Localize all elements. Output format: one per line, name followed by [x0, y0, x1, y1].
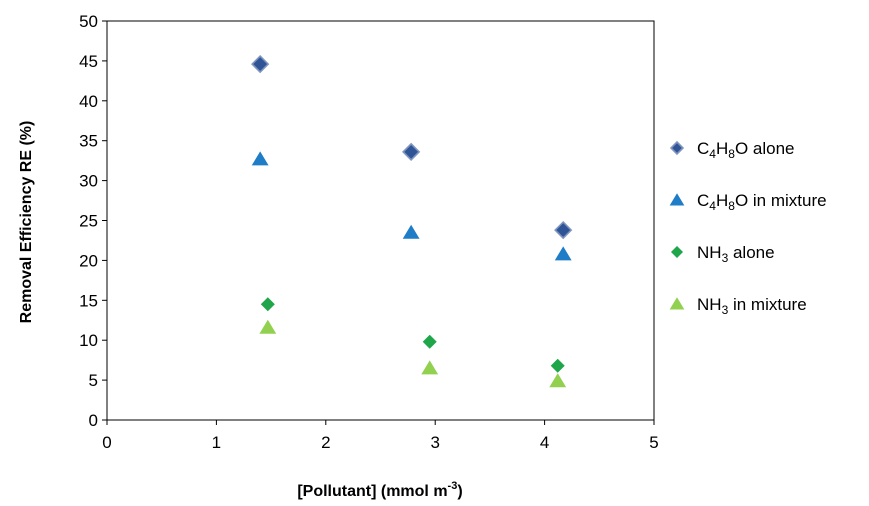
legend-marker	[669, 193, 685, 206]
x-axis-label: [Pollutant] (mmol m-3)	[297, 480, 462, 500]
y-tick-label: 20	[79, 251, 98, 270]
legend-entry-label: NH3 in mixture	[697, 295, 807, 317]
y-axis: 0 5 10 15 20 25 30 35 40 45 50	[79, 12, 107, 430]
y-tick-label: 45	[79, 52, 98, 71]
y-tick-label: 5	[89, 371, 98, 390]
legend-entry-label: C4H8O alone	[697, 139, 794, 161]
y-tick-label: 40	[79, 92, 98, 111]
data-point	[549, 373, 567, 388]
x-tick-label: 0	[102, 433, 111, 452]
y-tick-label: 25	[79, 212, 98, 231]
y-tick-label: 10	[79, 331, 98, 350]
y-tick-label: 30	[79, 172, 98, 191]
x-tick-label: 1	[212, 433, 221, 452]
data-markers	[251, 54, 573, 388]
x-tick-label: 4	[540, 433, 549, 452]
legend-entry-label: NH3 alone	[697, 243, 775, 265]
legend: C4H8O alone C4H8O in mixture NH3 alone NH3 …	[669, 139, 827, 317]
legend-marker	[669, 297, 685, 310]
data-point	[421, 360, 439, 375]
y-tick-label: 0	[89, 411, 98, 430]
data-point	[251, 151, 269, 166]
x-tick-label: 3	[430, 433, 439, 452]
plot-area	[106, 20, 655, 421]
x-axis: 0 1 2 3 4 5	[102, 420, 659, 452]
legend-entry-label: C4H8O in mixture	[697, 191, 827, 213]
y-tick-label: 50	[79, 12, 98, 31]
data-point	[550, 358, 565, 373]
legend-marker	[669, 140, 685, 156]
data-point	[554, 246, 572, 261]
data-point	[260, 297, 275, 312]
data-point	[259, 319, 277, 334]
data-point	[402, 224, 420, 239]
data-point	[402, 142, 421, 162]
data-point	[554, 220, 573, 240]
legend-marker	[671, 246, 683, 258]
data-point	[251, 54, 270, 74]
x-tick-label: 5	[649, 433, 658, 452]
x-tick-label: 2	[321, 433, 330, 452]
y-tick-label: 35	[79, 132, 98, 151]
y-axis-label: Removal Efficiency RE (%)	[18, 121, 35, 324]
y-tick-label: 15	[79, 291, 98, 310]
data-point	[422, 334, 437, 349]
